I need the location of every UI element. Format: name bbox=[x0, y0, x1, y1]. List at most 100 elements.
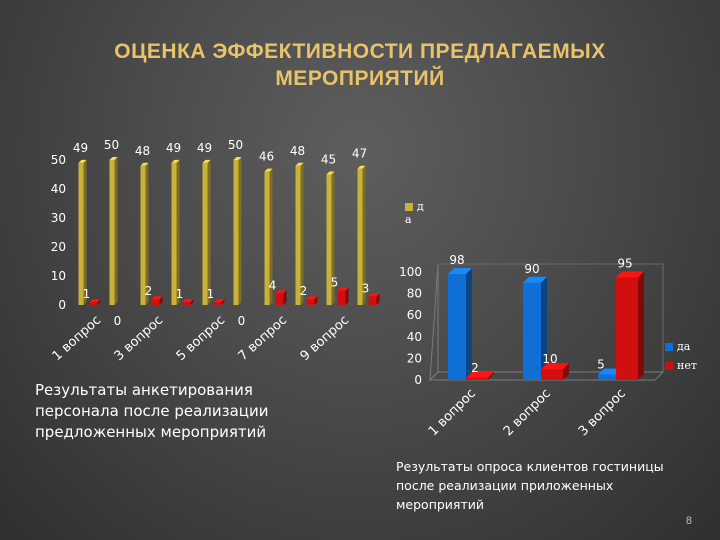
chart1-data-label-yes: 49 bbox=[73, 141, 88, 155]
chart1-data-label-yes: 48 bbox=[290, 144, 305, 158]
chart2-bar-no-side bbox=[638, 271, 644, 380]
guest-survey-chart: 0 20 40 60 80 100 98 2 1 вопрос 90 10 2 вопрос 5 95 3 … bbox=[399, 253, 665, 439]
chart1-data-label-yes: 47 bbox=[352, 147, 367, 161]
chart1-legend-label-yes: д а bbox=[405, 200, 424, 226]
chart1-bar-yes-front bbox=[109, 160, 115, 305]
chart1-data-label-no: 2 bbox=[145, 284, 153, 298]
chart1-bar-yes-top bbox=[78, 159, 87, 163]
chart1-bar-no-front bbox=[151, 299, 160, 305]
chart1-bar-no-front bbox=[213, 302, 222, 305]
chart2-data-label-no: 10 bbox=[542, 352, 557, 366]
chart1-bar-yes-side bbox=[362, 165, 366, 305]
chart1-x-tick-label: 1 вопрос bbox=[50, 313, 105, 364]
chart1-data-label-yes: 50 bbox=[228, 138, 243, 152]
chart1-bar-no-top bbox=[337, 287, 349, 291]
chart1-y-tick-label: 10 bbox=[51, 269, 66, 283]
chart1-y-tick-label: 40 bbox=[51, 182, 66, 196]
chart2-bar-no bbox=[466, 371, 494, 380]
chart2-bar-no-top bbox=[466, 371, 494, 378]
chart2-bar-no-side bbox=[563, 363, 569, 380]
chart2-bar-yes bbox=[448, 268, 472, 380]
chart1-bar-no bbox=[89, 299, 101, 305]
chart2-data-label-yes: 90 bbox=[524, 262, 539, 276]
chart2-bar-yes-side bbox=[466, 268, 472, 380]
chart2-bar-no bbox=[616, 271, 644, 380]
chart1-data-label-yes: 48 bbox=[135, 144, 150, 158]
chart2-bar-no-front bbox=[466, 377, 488, 380]
chart1-bar-no-front bbox=[182, 302, 191, 305]
chart2-y-tick-label: 40 bbox=[407, 330, 422, 344]
chart1-bar-yes-front bbox=[233, 160, 239, 305]
chart1-bar-no-top bbox=[89, 299, 101, 303]
chart2-bar-no-top bbox=[616, 271, 644, 278]
chart2-bar-yes bbox=[523, 276, 547, 380]
chart1-bar-yes-top bbox=[171, 159, 180, 163]
chart1-bar-yes-top bbox=[109, 157, 118, 160]
chart1-bar-yes-top bbox=[140, 162, 149, 166]
chart2-y-tick-label: 80 bbox=[407, 287, 422, 301]
chart1-bar-yes bbox=[326, 171, 335, 305]
chart2-bar-no-front bbox=[616, 277, 638, 380]
chart1-bar-no bbox=[182, 299, 194, 305]
chart1-bar-no-front bbox=[89, 302, 98, 305]
chart1-bar-yes-side bbox=[176, 159, 180, 305]
chart2-legend: да нет bbox=[665, 340, 697, 372]
chart1-bar-no-side bbox=[376, 293, 380, 305]
chart1-bar-yes-top bbox=[326, 171, 335, 175]
chart1-bar-no-top bbox=[368, 293, 380, 297]
chart1-bar-no-top bbox=[275, 290, 287, 294]
chart1-bar-yes bbox=[202, 159, 211, 305]
chart1-bar-yes-front bbox=[171, 162, 177, 305]
chart1-bar-no-side bbox=[159, 296, 163, 305]
chart1-legend-swatch-yes bbox=[405, 203, 413, 211]
chart1-bar-yes bbox=[78, 159, 87, 305]
chart1-y-tick-label: 0 bbox=[58, 298, 66, 312]
chart1-bar-yes-side bbox=[145, 162, 149, 305]
chart1-bar-yes-side bbox=[300, 162, 304, 305]
chart1-bar-yes-top bbox=[264, 168, 273, 172]
chart1-legend: д а bbox=[405, 200, 431, 226]
chart1-bar-yes-top bbox=[295, 162, 304, 166]
chart1-y-tick-label: 50 bbox=[51, 153, 66, 167]
chart2-y-tick-label: 60 bbox=[407, 308, 422, 322]
chart1-bar-no-side bbox=[221, 299, 225, 305]
chart1-bar-no bbox=[337, 287, 349, 305]
chart1-bar-yes-front bbox=[326, 174, 332, 305]
chart1-bar-yes bbox=[233, 157, 242, 305]
chart2-x-tick-label: 1 вопрос bbox=[426, 386, 479, 439]
chart1-bar-yes-side bbox=[238, 157, 242, 305]
chart1-bar-no-top bbox=[306, 296, 318, 300]
chart1-bar-yes-front bbox=[295, 165, 301, 305]
chart1-bar-yes bbox=[171, 159, 180, 305]
chart1-data-label-no: 0 bbox=[114, 314, 122, 328]
chart1-bar-yes-front bbox=[202, 162, 208, 305]
chart2-bar-yes-front bbox=[448, 274, 466, 380]
chart1-bar-yes-top bbox=[357, 165, 366, 169]
chart2-bar-yes-top bbox=[448, 268, 472, 275]
chart2-bar-no-top bbox=[541, 363, 569, 370]
chart2-legend-label-no: нет bbox=[677, 359, 697, 372]
chart2-bar-no-side bbox=[488, 371, 494, 380]
slide-title: ОЦЕНКА ЭФФЕКТИВНОСТИ ПРЕДЛАГАЕМЫХ МЕРОПР… bbox=[20, 38, 700, 92]
chart2-data-label-yes: 98 bbox=[449, 253, 464, 267]
chart1-data-label-no: 5 bbox=[331, 276, 339, 290]
chart2-back-wall bbox=[429, 263, 439, 382]
chart1-bar-yes-front bbox=[357, 168, 363, 305]
chart1-data-label-yes: 49 bbox=[197, 141, 212, 155]
chart1-data-label-no: 1 bbox=[83, 287, 91, 301]
chart2-x-tick-label: 2 вопрос bbox=[501, 386, 554, 439]
chart2-data-label-no: 95 bbox=[617, 256, 632, 270]
staff-survey-caption: Результаты анкетирования персонала после… bbox=[35, 381, 269, 441]
chart1-bar-no-front bbox=[337, 290, 346, 305]
chart1-bar-no-front bbox=[368, 296, 377, 305]
chart1-bar-no-side bbox=[283, 290, 287, 305]
chart1-bar-yes bbox=[140, 162, 149, 305]
chart1-bar-yes-side bbox=[331, 171, 335, 305]
chart2-y-tick-label: 100 bbox=[399, 265, 422, 279]
chart1-data-label-no: 3 bbox=[362, 281, 370, 295]
title-line-2: МЕРОПРИЯТИЙ bbox=[275, 67, 445, 90]
slide-number: 8 bbox=[685, 515, 692, 527]
chart1-x-tick-label: 9 вопрос bbox=[298, 313, 353, 364]
chart1-bar-yes-side bbox=[207, 159, 211, 305]
chart1-bar-yes-front bbox=[78, 162, 84, 305]
